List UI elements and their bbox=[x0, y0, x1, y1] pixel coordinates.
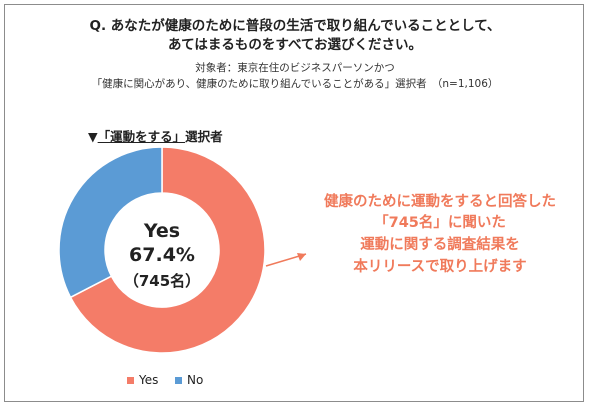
center-count: （745名） bbox=[123, 272, 201, 290]
center-label: Yes bbox=[143, 220, 181, 242]
callout-line-2: 「745名」に聞いた bbox=[374, 215, 506, 231]
donut-slice-no bbox=[58, 146, 163, 299]
section-title: ▼「運動をする」選択者 bbox=[88, 126, 223, 145]
callout-arrow bbox=[265, 253, 307, 267]
question-line-1: Q. あなたが健康のために普段の生活で取り組んでいることとして、 bbox=[89, 18, 501, 34]
section-title-text: 「運動をする」 bbox=[97, 129, 186, 144]
question-line-2: あてはまるものをすべてお選びください。 bbox=[167, 37, 423, 53]
legend-label-yes: Yes bbox=[139, 373, 159, 387]
legend-item-no: No bbox=[175, 373, 203, 387]
target-line-2: 「健康に関心があり、健康のために取り組んでいることがある」選択者 （n=1,10… bbox=[91, 78, 499, 90]
legend-swatch-yes bbox=[127, 377, 134, 384]
target-line-1: 対象者：東京在住のビジネスパーソンかつ bbox=[195, 62, 395, 74]
legend-label-no: No bbox=[187, 373, 204, 387]
legend-swatch-no bbox=[175, 377, 182, 384]
center-percent: 67.4% bbox=[129, 244, 195, 266]
donut-slices bbox=[58, 146, 266, 354]
callout-line-4: 本リリースで取り上げます bbox=[353, 259, 527, 275]
section-title-suffix: 選択者 bbox=[185, 129, 223, 144]
section-marker: ▼ bbox=[88, 129, 98, 144]
callout-line-1: 健康のために運動をすると回答した bbox=[324, 194, 556, 210]
legend-item-yes: Yes bbox=[127, 373, 158, 387]
donut-slice-yes bbox=[69, 146, 266, 354]
callout-line-3: 運動に関する調査結果を bbox=[360, 237, 520, 253]
